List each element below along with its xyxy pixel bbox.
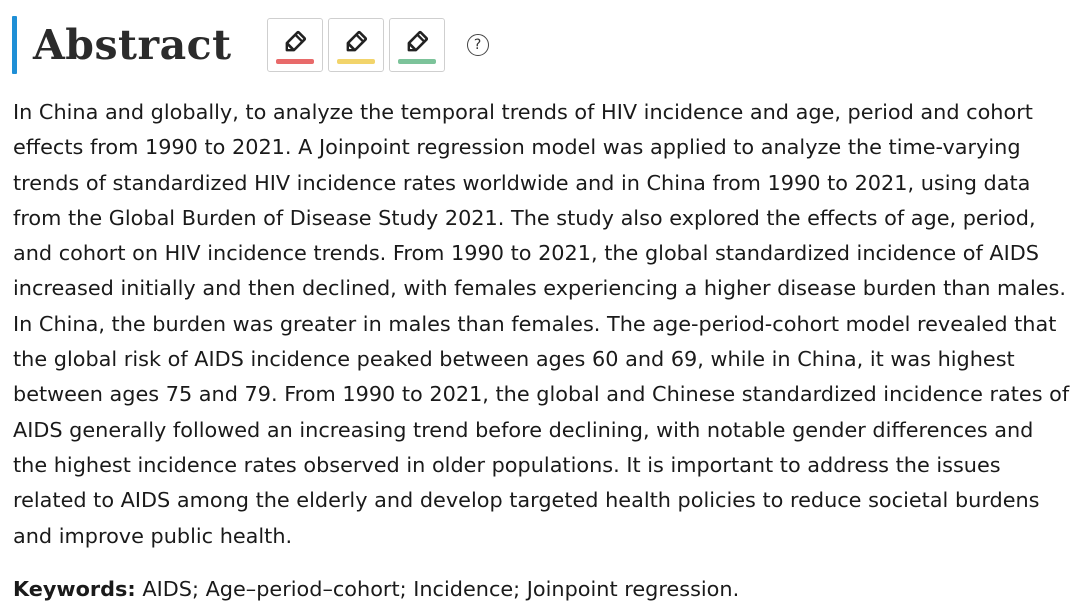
highlight-green-button[interactable] [388, 18, 445, 72]
abstract-header: Abstract [12, 14, 489, 76]
keywords-line: Keywords: AIDS; Age–period–cohort; Incid… [13, 572, 739, 607]
highlight-color-swatch [275, 59, 314, 64]
highlight-color-swatch [397, 59, 436, 64]
highlight-red-button[interactable] [266, 18, 323, 72]
section-title: Abstract [33, 21, 232, 69]
highlight-toolbar [266, 18, 445, 72]
pencil-icon [285, 30, 306, 52]
pencil-icon [346, 30, 367, 52]
help-icon[interactable]: ? [466, 34, 489, 56]
accent-bar [12, 16, 17, 74]
highlight-yellow-button[interactable] [327, 18, 384, 72]
abstract-body: In China and globally, to analyze the te… [13, 100, 1070, 548]
keywords-value: AIDS; Age–period–cohort; Incidence; Join… [142, 577, 740, 601]
keywords-label: Keywords: [13, 577, 136, 601]
highlight-color-swatch [336, 59, 375, 64]
pencil-icon [407, 30, 428, 52]
